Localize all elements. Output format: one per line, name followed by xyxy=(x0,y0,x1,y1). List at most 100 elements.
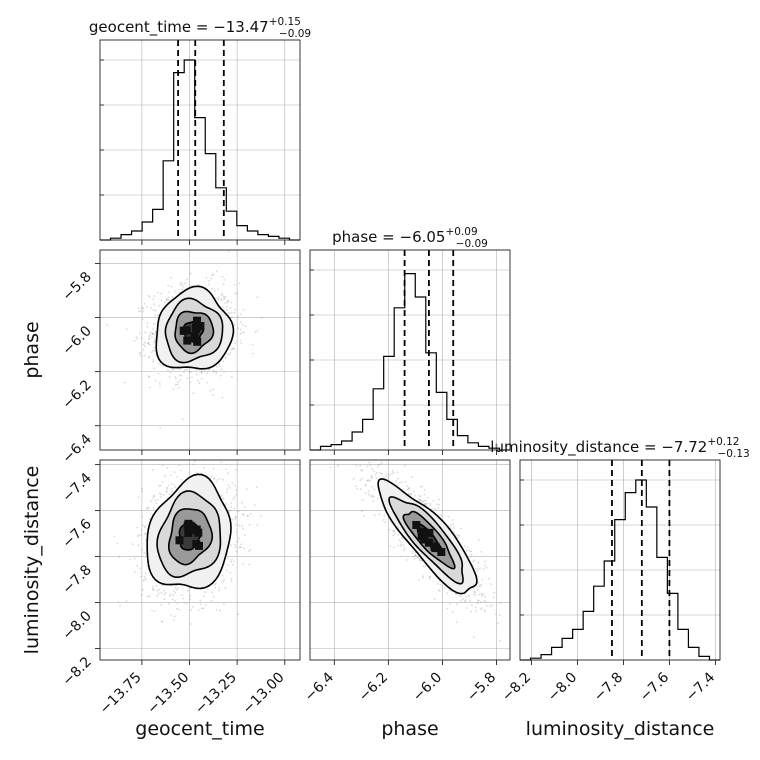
scatter-point xyxy=(195,368,198,371)
scatter-point xyxy=(189,272,192,275)
scatter-point xyxy=(366,479,369,482)
scatter-point xyxy=(237,537,240,540)
scatter-point xyxy=(125,600,128,603)
scatter-point xyxy=(481,594,483,596)
scatter-point xyxy=(230,348,233,351)
scatter-point xyxy=(425,499,427,502)
pair-phase-luminosity-distance-peak-block xyxy=(431,544,440,553)
scatter-point xyxy=(470,550,473,553)
scatter-point xyxy=(372,470,375,473)
scatter-point xyxy=(359,465,362,467)
scatter-point xyxy=(144,525,147,528)
scatter-point xyxy=(139,567,142,570)
scatter-point xyxy=(224,587,227,590)
scatter-point xyxy=(182,597,185,600)
scatter-point xyxy=(223,371,225,373)
hist-outline-geocent_time xyxy=(100,59,300,241)
scatter-point xyxy=(181,594,183,596)
scatter-point xyxy=(153,339,156,342)
scatter-point xyxy=(438,589,440,592)
scatter-point xyxy=(242,513,244,516)
scatter-point xyxy=(212,369,215,372)
scatter-point xyxy=(151,332,154,335)
scatter-point xyxy=(396,483,399,486)
scatter-point xyxy=(147,356,150,359)
scatter-point xyxy=(376,497,379,500)
scatter-point xyxy=(476,602,479,604)
title-geocent-time-sup: +0.15 xyxy=(269,16,301,28)
scatter-point xyxy=(235,488,238,491)
ytick-label-luminosity_distance-2: −7.8 xyxy=(59,562,94,597)
pair-geocent-time-luminosity-distance-content xyxy=(100,452,300,660)
scatter-point xyxy=(200,371,203,373)
scatter-point xyxy=(162,456,164,458)
scatter-point xyxy=(418,557,420,560)
scatter-point xyxy=(154,309,157,312)
scatter-point xyxy=(232,347,234,350)
scatter-point xyxy=(215,481,218,484)
scatter-point xyxy=(139,575,142,578)
scatter-point xyxy=(142,310,145,313)
scatter-point xyxy=(228,353,231,356)
scatter-point xyxy=(403,547,406,549)
title-phase-main: phase = −6.05 xyxy=(332,228,445,246)
scatter-point xyxy=(485,566,488,569)
scatter-point xyxy=(329,466,332,469)
ytick-label-phase-3: −5.8 xyxy=(59,269,94,304)
scatter-point xyxy=(392,534,395,537)
pair-geocent-time-phase-peak-block xyxy=(179,326,188,335)
scatter-point xyxy=(369,495,372,497)
scatter-point xyxy=(147,295,150,297)
scatter-point xyxy=(493,591,496,594)
scatter-point xyxy=(162,493,165,496)
scatter-point xyxy=(137,307,140,310)
scatter-point xyxy=(485,605,488,608)
scatter-point xyxy=(475,568,477,570)
scatter-point xyxy=(214,583,217,586)
scatter-point xyxy=(206,372,208,375)
scatter-point xyxy=(140,337,143,339)
scatter-point xyxy=(449,603,452,605)
scatter-point xyxy=(400,543,403,546)
scatter-point xyxy=(254,331,257,333)
scatter-point xyxy=(391,472,394,475)
scatter-point xyxy=(178,368,181,371)
scatter-point xyxy=(152,298,155,300)
scatter-point xyxy=(410,492,413,495)
scatter-point xyxy=(240,543,243,546)
scatter-point xyxy=(153,295,156,297)
scatter-point xyxy=(140,529,143,532)
scatter-point xyxy=(153,610,156,613)
scatter-point xyxy=(490,583,493,586)
scatter-point xyxy=(148,335,151,338)
scatter-point xyxy=(483,593,485,595)
scatter-point xyxy=(166,486,169,489)
scatter-point xyxy=(150,500,153,502)
scatter-point xyxy=(223,297,226,300)
scatter-point xyxy=(398,482,401,484)
scatter-point xyxy=(174,376,177,378)
scatter-point xyxy=(138,332,141,334)
scatter-point xyxy=(147,507,150,509)
scatter-point xyxy=(429,576,431,578)
scatter-point xyxy=(422,575,425,578)
scatter-point xyxy=(365,484,367,487)
ytick-label-phase-0: −6.4 xyxy=(59,431,94,466)
scatter-point xyxy=(456,603,458,605)
scatter-point xyxy=(151,609,154,612)
scatter-point xyxy=(373,495,375,498)
scatter-point xyxy=(234,516,237,519)
scatter-point xyxy=(215,365,218,368)
scatter-point xyxy=(190,371,192,373)
scatter-point xyxy=(106,324,109,326)
title-phase: phase = −6.05+0.09 −0.09 xyxy=(332,226,488,250)
scatter-point xyxy=(215,270,218,273)
scatter-point xyxy=(222,478,225,481)
scatter-point xyxy=(195,471,198,474)
scatter-point xyxy=(147,343,150,345)
scatter-point xyxy=(224,452,226,454)
scatter-point xyxy=(181,288,184,291)
scatter-point xyxy=(159,427,162,429)
scatter-point xyxy=(469,550,472,553)
scatter-point xyxy=(222,360,225,363)
